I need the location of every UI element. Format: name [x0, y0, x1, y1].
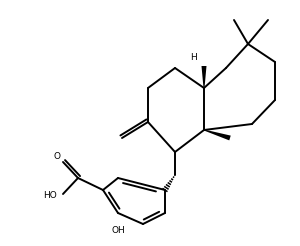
Polygon shape: [204, 130, 231, 140]
Text: O: O: [54, 152, 61, 161]
Text: HO: HO: [43, 191, 57, 200]
Text: H: H: [190, 53, 197, 62]
Polygon shape: [202, 66, 206, 88]
Text: OH: OH: [111, 226, 125, 235]
